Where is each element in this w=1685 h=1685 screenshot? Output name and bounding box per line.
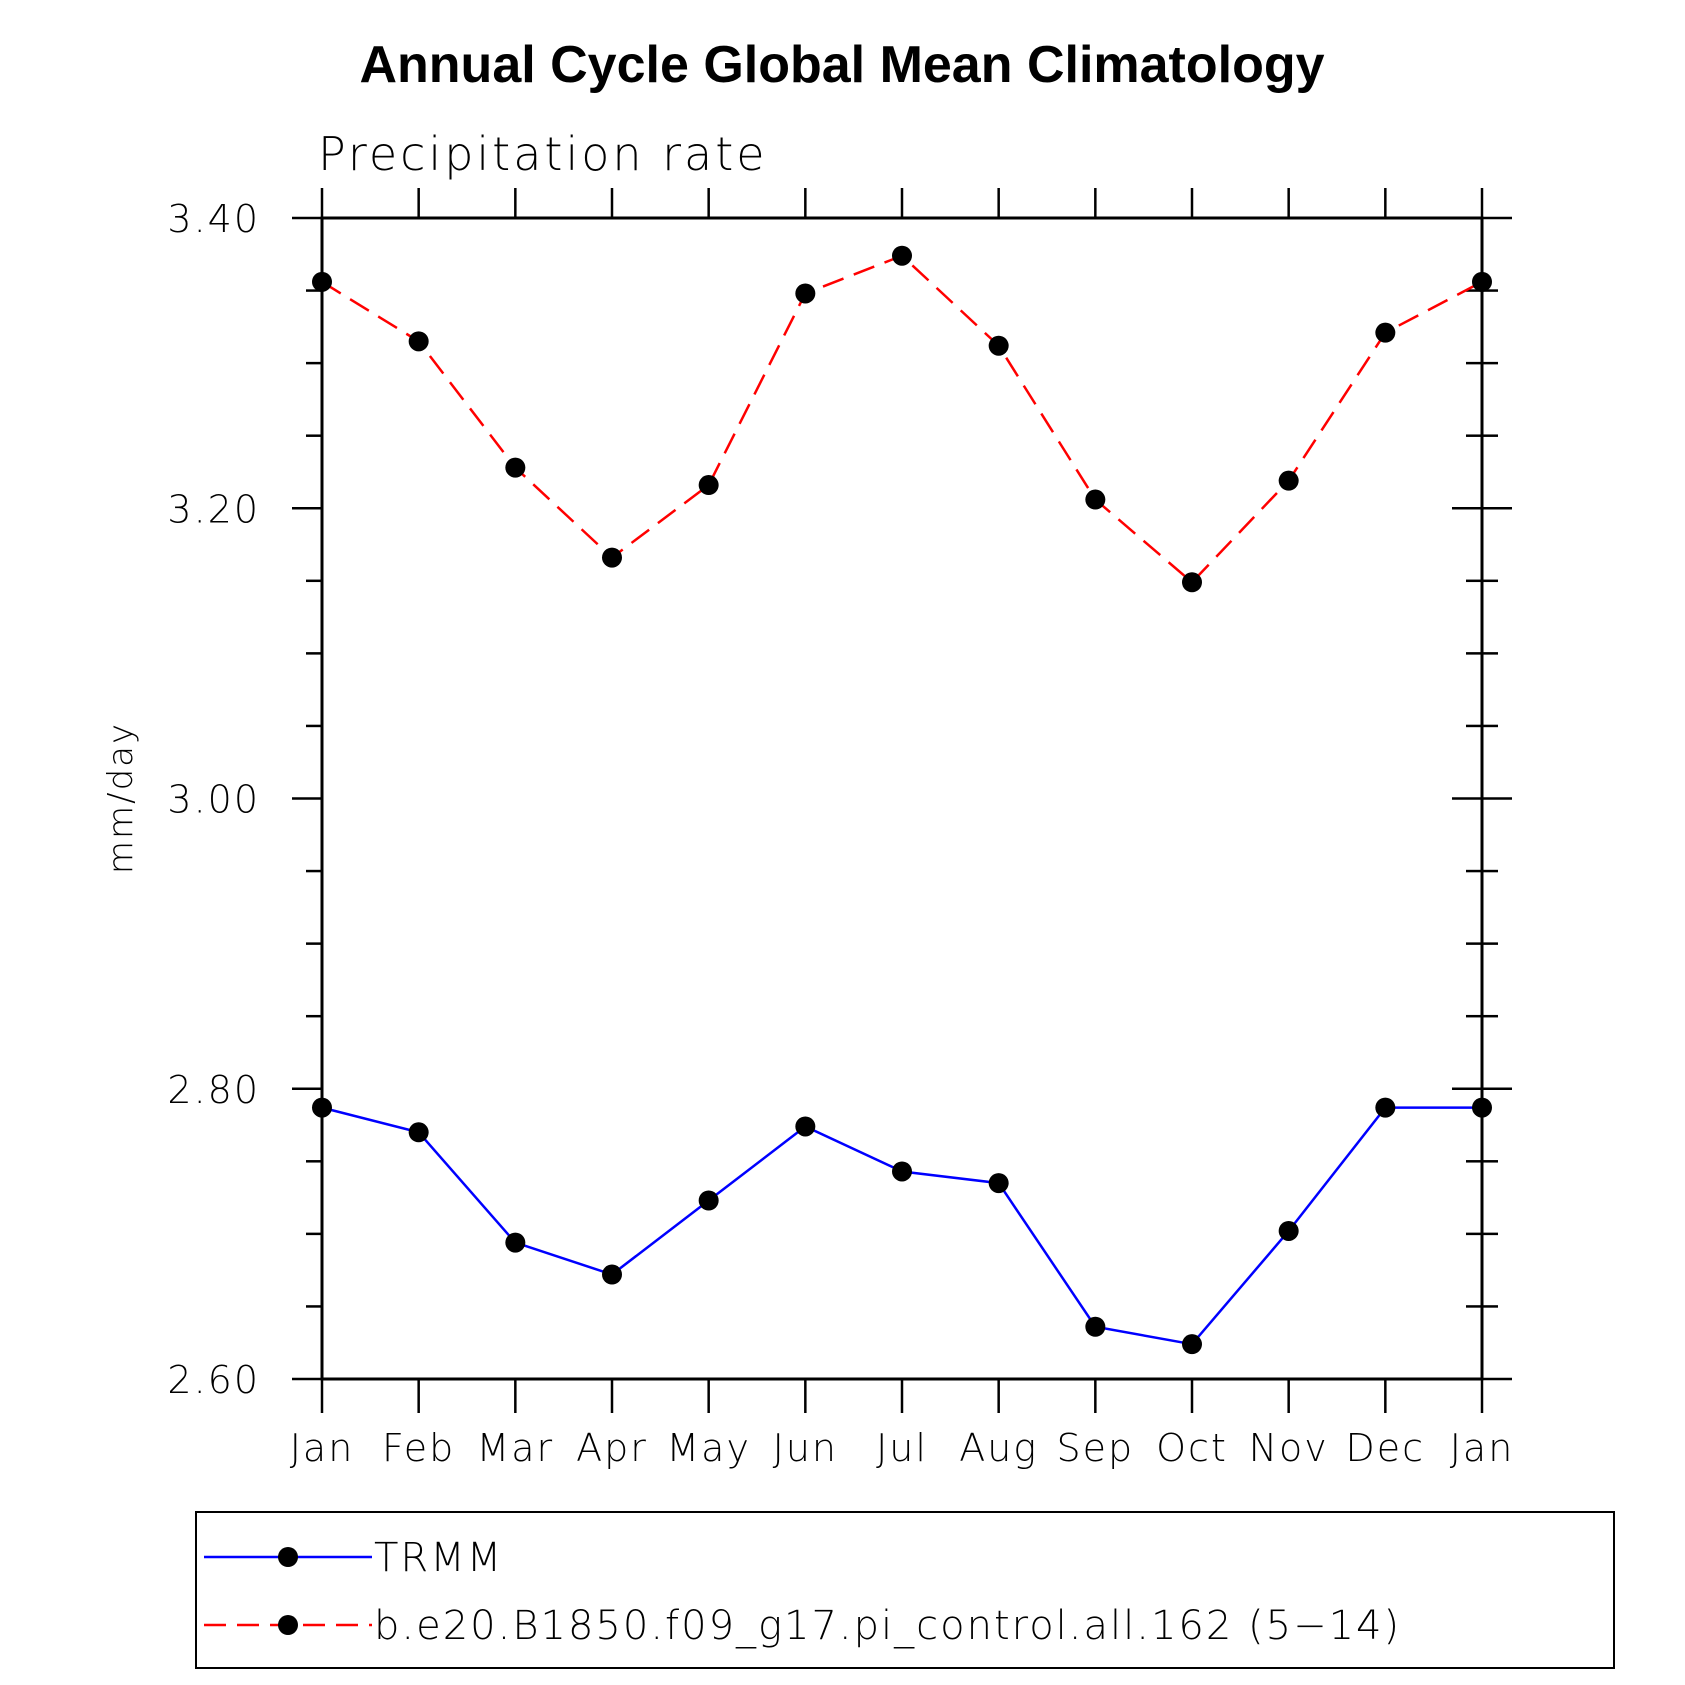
- data-point: [505, 1232, 526, 1253]
- data-point: [312, 1097, 332, 1118]
- data-point: [408, 331, 429, 352]
- data-point: [698, 1190, 719, 1211]
- data-point: [1278, 470, 1299, 491]
- chart-title: Annual Cycle Global Mean Climatology: [359, 36, 1324, 94]
- data-point: [1375, 1097, 1396, 1118]
- legend-label-1: TRMM: [374, 1535, 503, 1581]
- legend-label-2: b.e20.B1850.f09_g17.pi_control.all.162 (…: [374, 1603, 1401, 1649]
- x-tick-label: May: [666, 1426, 751, 1470]
- axis-ticks: [292, 188, 1512, 1413]
- x-tick-label: Jan: [1450, 1426, 1515, 1470]
- y-tick-label: 3.40: [167, 197, 260, 241]
- data-point: [1375, 322, 1396, 343]
- x-tick-label: Nov: [1249, 1426, 1329, 1470]
- y-tick-labels: 2.60 2.80 3.00 3.20 3.40: [167, 197, 260, 1402]
- y-tick-label: 3.00: [167, 778, 260, 822]
- data-point: [795, 283, 816, 304]
- data-point: [892, 1161, 912, 1182]
- data-point: [1472, 271, 1492, 292]
- data-point: [408, 1122, 429, 1143]
- x-tick-label: Jul: [876, 1426, 928, 1470]
- x-tick-label: Mar: [476, 1426, 554, 1470]
- series-line-2: [321, 254, 1483, 584]
- x-tick-label: Feb: [382, 1426, 455, 1470]
- x-tick-label: Apr: [576, 1426, 648, 1470]
- y-tick-label: 2.60: [167, 1358, 260, 1402]
- data-point: [1182, 1334, 1202, 1355]
- chart-subtitle: Precipitation rate: [318, 127, 768, 181]
- x-tick-label: Jun: [773, 1426, 838, 1470]
- x-tick-labels: Jan Feb Mar Apr May Jun Jul Aug Sep Oct Nov Dec Jan: [290, 1426, 1515, 1470]
- x-tick-label: Jan: [290, 1426, 355, 1470]
- data-point: [505, 457, 526, 478]
- data-point: [1182, 572, 1202, 593]
- data-point: [988, 335, 1009, 356]
- data-point: [602, 547, 622, 568]
- data-point: [1278, 1220, 1299, 1241]
- y-tick-label: 3.20: [167, 487, 260, 531]
- data-point: [892, 245, 912, 266]
- y-axis-label: mm/day: [101, 722, 141, 874]
- data-point: [698, 475, 719, 496]
- y-tick-label: 2.80: [167, 1068, 260, 1112]
- data-point: [795, 1116, 816, 1137]
- legend: TRMM b.e20.B1850.f09_g17.pi_control.all.1…: [195, 1511, 1615, 1669]
- series-line-1: [321, 1106, 1482, 1346]
- legend-box: [195, 1511, 1615, 1669]
- data-point: [602, 1264, 622, 1285]
- x-tick-label: Aug: [959, 1426, 1038, 1470]
- series-layer: [312, 245, 1492, 1355]
- data-point: [312, 271, 332, 292]
- data-point: [1472, 1097, 1492, 1118]
- legend-marker: [278, 1547, 298, 1567]
- data-point: [1085, 1316, 1106, 1337]
- x-tick-label: Oct: [1156, 1426, 1228, 1470]
- x-tick-label: Dec: [1346, 1426, 1426, 1470]
- data-point: [1085, 489, 1106, 510]
- legend-marker: [278, 1615, 298, 1635]
- legend-items: TRMM b.e20.B1850.f09_g17.pi_control.all.1…: [204, 1535, 1401, 1649]
- data-point: [988, 1173, 1009, 1194]
- x-tick-label: Sep: [1057, 1426, 1135, 1470]
